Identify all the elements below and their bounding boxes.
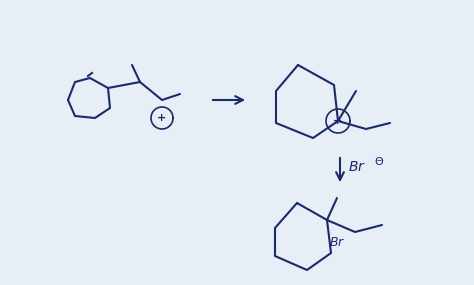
Text: Θ: Θ bbox=[374, 157, 383, 167]
Text: +: + bbox=[333, 116, 343, 126]
Text: $Br$: $Br$ bbox=[348, 160, 366, 174]
Text: +: + bbox=[157, 113, 167, 123]
Text: $Br$: $Br$ bbox=[329, 235, 346, 249]
